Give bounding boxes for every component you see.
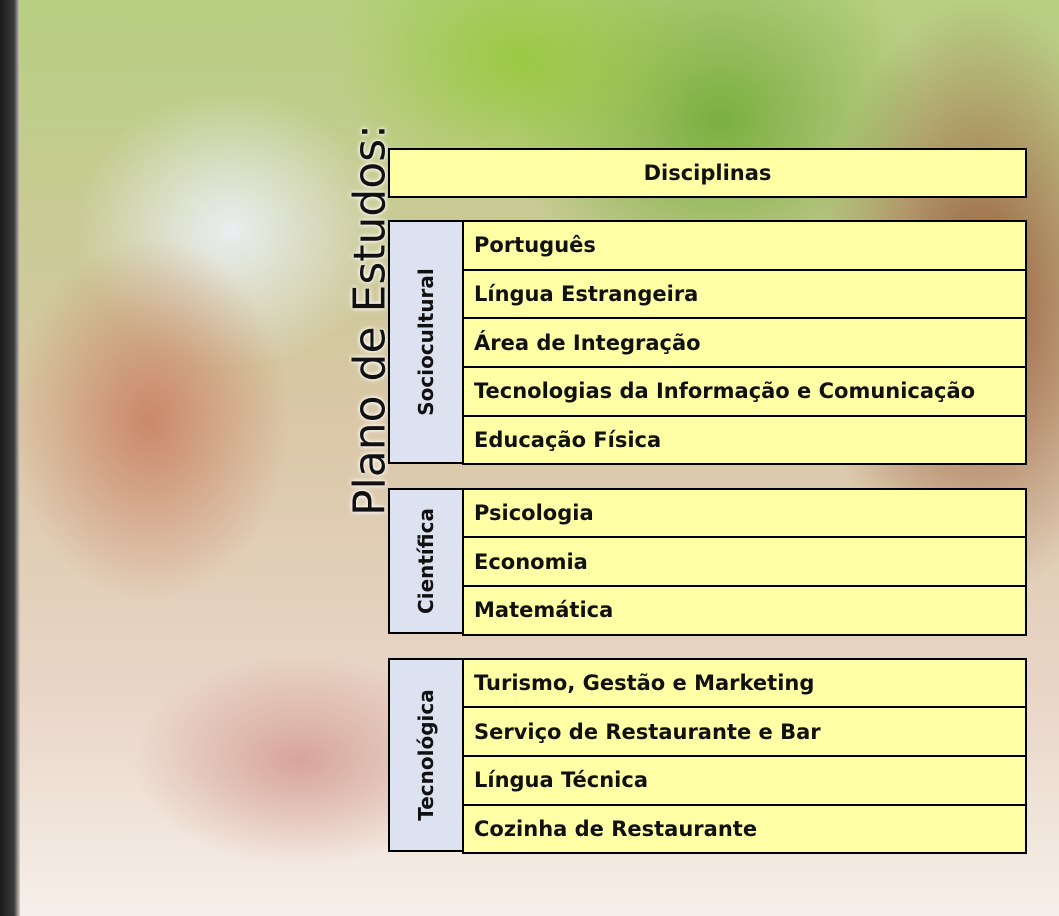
subject-cell: Português: [462, 220, 1027, 271]
left-edge: [0, 0, 20, 916]
subject-cell: Área de Integração: [462, 317, 1027, 369]
subject-cell: Educação Física: [462, 414, 1027, 466]
table-header: Disciplinas: [388, 148, 1027, 198]
subject-cell: Língua Estrangeira: [462, 268, 1027, 320]
group-label: Tecnológica: [388, 657, 464, 853]
group-name: Sociocultural: [414, 267, 438, 416]
subject-cell: Economia: [462, 536, 1027, 587]
subject-cell: Serviço de Restaurante e Bar: [462, 706, 1027, 757]
subject-cell: Tecnologias da Informação e Comunicação: [462, 366, 1027, 417]
subject-cell: Matemática: [462, 584, 1027, 636]
group-label: Científica: [388, 487, 464, 634]
subject-cell: Psicologia: [462, 487, 1027, 539]
subject-cell: Língua Técnica: [462, 755, 1027, 806]
subject-cell: Cozinha de Restaurante: [462, 803, 1027, 855]
group-name: Tecnológica: [414, 689, 438, 821]
subject-cell: Turismo, Gestão e Marketing: [462, 657, 1027, 709]
group-label: Sociocultural: [388, 220, 464, 464]
group-name: Científica: [414, 507, 438, 614]
